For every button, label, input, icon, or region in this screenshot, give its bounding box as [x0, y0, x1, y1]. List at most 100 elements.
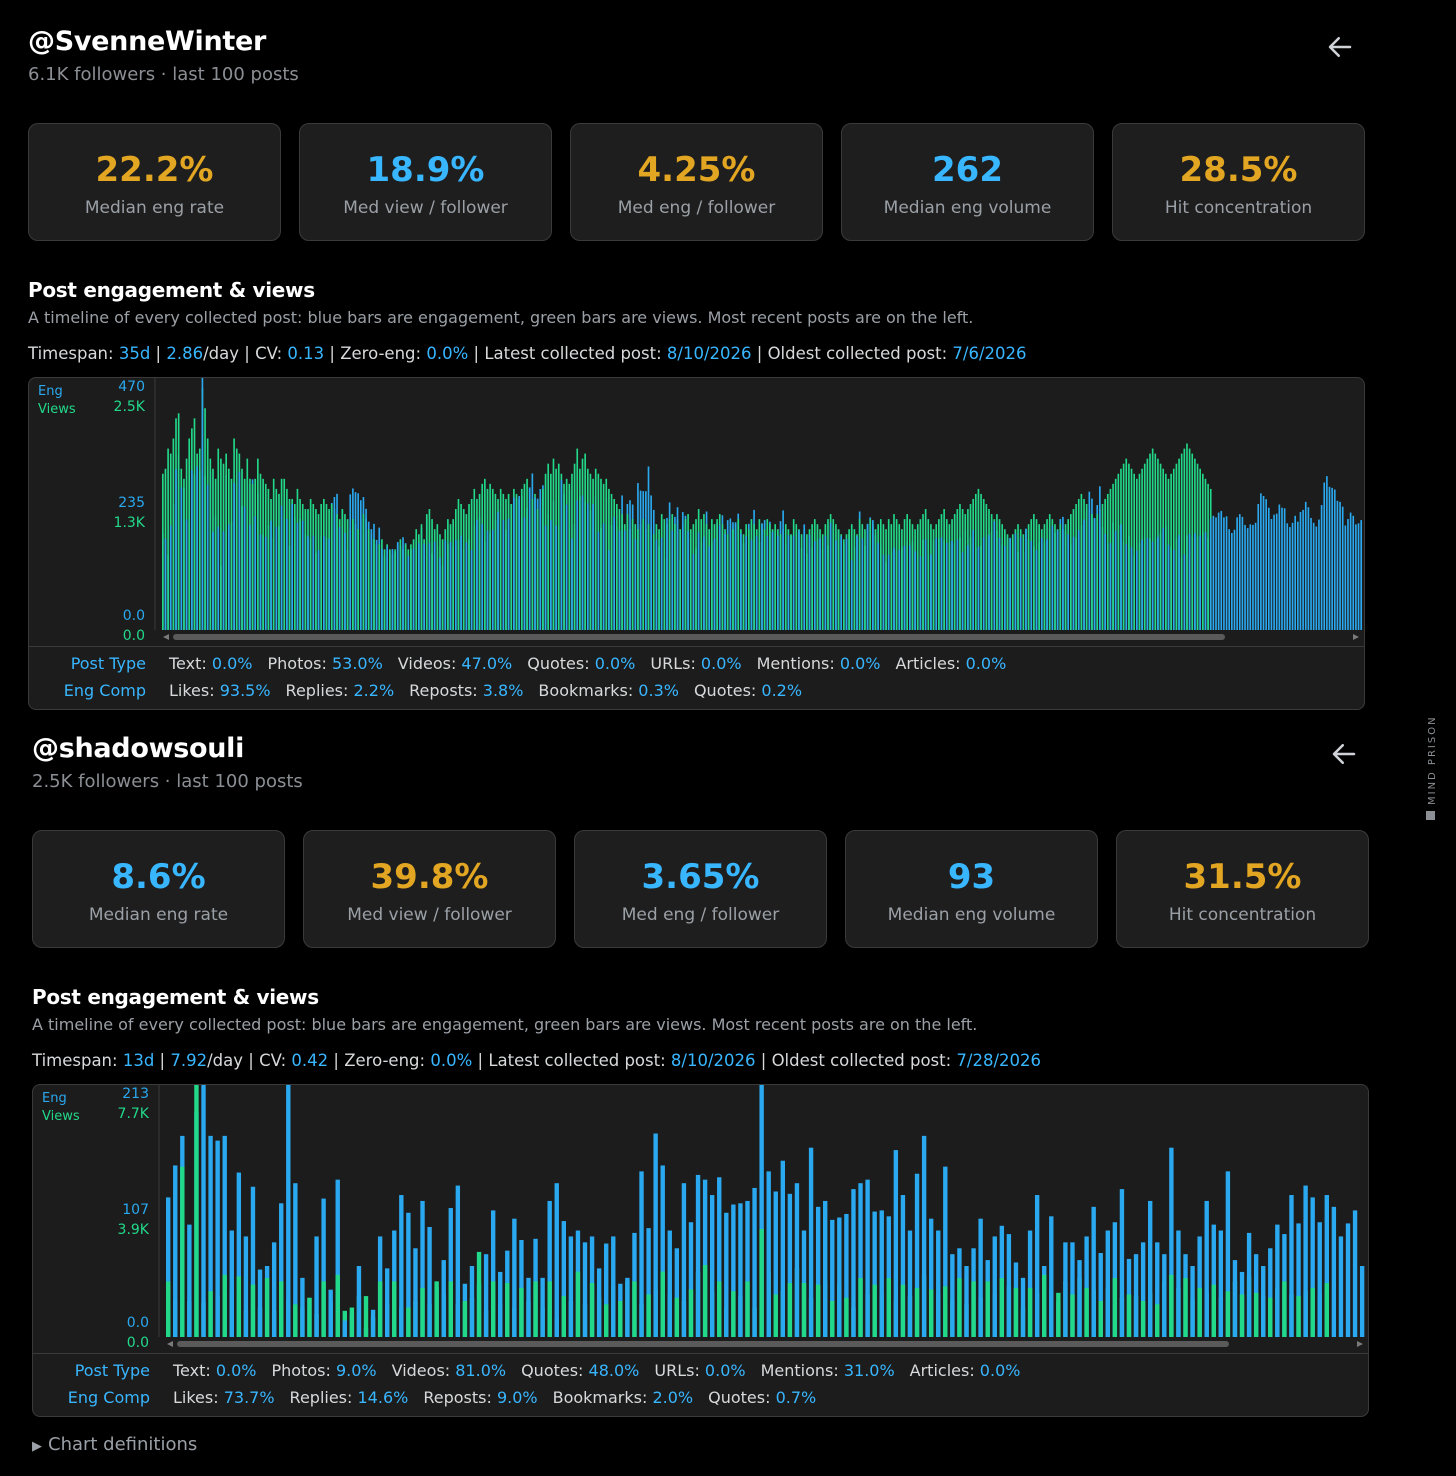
eng-bar[interactable]: [338, 527, 341, 630]
views-bar[interactable]: [1091, 514, 1093, 630]
views-bar[interactable]: [1022, 534, 1025, 630]
eng-bar[interactable]: [187, 1224, 192, 1337]
eng-bar[interactable]: [998, 537, 1001, 630]
eng-bar[interactable]: [448, 1208, 453, 1337]
views-bar[interactable]: [985, 504, 988, 630]
views-bar[interactable]: [1101, 504, 1104, 630]
views-bar[interactable]: [948, 524, 951, 630]
eng-bar[interactable]: [1357, 523, 1360, 630]
views-bar[interactable]: [484, 478, 486, 630]
views-bar[interactable]: [573, 463, 576, 630]
eng-bar[interactable]: [1211, 1224, 1216, 1337]
eng-bar[interactable]: [1225, 1171, 1231, 1337]
views-bar[interactable]: [198, 448, 201, 630]
eng-bar[interactable]: [254, 516, 257, 630]
eng-bar[interactable]: [865, 1179, 870, 1337]
eng-bar[interactable]: [618, 530, 621, 630]
eng-bar[interactable]: [420, 1200, 425, 1337]
views-bar[interactable]: [843, 539, 845, 630]
eng-bar[interactable]: [518, 495, 520, 630]
views-bar[interactable]: [1183, 448, 1186, 630]
views-bar[interactable]: [996, 514, 998, 630]
eng-bar[interactable]: [1246, 528, 1249, 630]
eng-bar[interactable]: [1261, 1266, 1266, 1337]
views-bar[interactable]: [938, 519, 940, 630]
eng-bar[interactable]: [217, 527, 220, 630]
eng-bar[interactable]: [259, 534, 262, 630]
eng-bar[interactable]: [1197, 1236, 1202, 1337]
eng-bar[interactable]: [964, 1266, 969, 1337]
eng-bar[interactable]: [381, 549, 383, 630]
eng-bar[interactable]: [1125, 544, 1128, 630]
eng-bar[interactable]: [507, 518, 510, 630]
eng-bar[interactable]: [872, 1211, 877, 1337]
views-bar[interactable]: [399, 539, 402, 630]
views-bar[interactable]: [404, 544, 407, 630]
eng-bar[interactable]: [1299, 512, 1302, 630]
eng-bar[interactable]: [1167, 544, 1170, 630]
eng-bar[interactable]: [359, 500, 362, 630]
eng-bar[interactable]: [660, 1165, 665, 1337]
eng-bar[interactable]: [1130, 547, 1133, 630]
views-bar[interactable]: [1310, 1287, 1315, 1337]
views-bar[interactable]: [895, 519, 898, 630]
views-bar[interactable]: [885, 529, 887, 630]
eng-bar[interactable]: [813, 541, 816, 630]
eng-bar[interactable]: [1218, 1230, 1224, 1337]
eng-bar[interactable]: [1072, 536, 1075, 630]
eng-bar[interactable]: [1062, 516, 1064, 630]
views-bar[interactable]: [637, 529, 639, 630]
eng-bar[interactable]: [513, 497, 515, 630]
eng-bar[interactable]: [412, 548, 415, 631]
views-bar[interactable]: [1085, 504, 1088, 630]
eng-bar[interactable]: [1099, 486, 1101, 630]
views-bar[interactable]: [214, 478, 217, 630]
eng-bar[interactable]: [439, 557, 441, 630]
views-bar[interactable]: [1183, 1278, 1188, 1337]
views-bar[interactable]: [1112, 1278, 1118, 1337]
eng-bar[interactable]: [365, 508, 367, 630]
views-bar[interactable]: [225, 453, 227, 630]
views-bar[interactable]: [747, 529, 750, 630]
views-bar[interactable]: [1064, 524, 1067, 630]
eng-bar[interactable]: [1204, 532, 1207, 630]
views-bar[interactable]: [299, 498, 301, 630]
views-bar[interactable]: [552, 458, 555, 630]
views-bar[interactable]: [420, 524, 423, 630]
eng-bar[interactable]: [1349, 512, 1352, 630]
views-bar[interactable]: [816, 524, 819, 630]
eng-bar[interactable]: [803, 524, 806, 630]
eng-bar[interactable]: [328, 538, 330, 630]
views-bar[interactable]: [1106, 493, 1109, 630]
eng-bar[interactable]: [293, 1183, 298, 1337]
views-bar[interactable]: [1038, 524, 1040, 630]
eng-bar[interactable]: [718, 524, 721, 630]
views-bar[interactable]: [1128, 463, 1130, 630]
eng-bar[interactable]: [257, 1269, 263, 1337]
views-bar[interactable]: [1170, 473, 1172, 630]
eng-bar[interactable]: [1046, 539, 1048, 630]
views-bar[interactable]: [753, 524, 755, 630]
eng-bar[interactable]: [486, 530, 489, 630]
views-bar[interactable]: [864, 529, 866, 630]
eng-bar[interactable]: [653, 1133, 658, 1337]
eng-bar[interactable]: [1162, 528, 1165, 630]
views-bar[interactable]: [341, 509, 344, 630]
eng-bar[interactable]: [399, 1195, 404, 1337]
eng-bar[interactable]: [780, 1160, 786, 1337]
eng-bar[interactable]: [1223, 517, 1225, 630]
views-bar[interactable]: [827, 519, 829, 630]
views-bar[interactable]: [830, 1301, 835, 1337]
views-bar[interactable]: [853, 529, 856, 630]
eng-bar[interactable]: [1212, 515, 1215, 630]
views-bar[interactable]: [957, 1278, 962, 1337]
views-bar[interactable]: [533, 1281, 538, 1337]
views-bar[interactable]: [663, 519, 666, 630]
eng-bar[interactable]: [956, 539, 959, 630]
eng-bar[interactable]: [1241, 516, 1244, 630]
eng-bar[interactable]: [342, 1320, 347, 1337]
eng-bar[interactable]: [945, 543, 948, 630]
eng-bar[interactable]: [660, 537, 663, 630]
views-bar[interactable]: [222, 1274, 227, 1337]
eng-bar[interactable]: [1296, 1223, 1301, 1337]
